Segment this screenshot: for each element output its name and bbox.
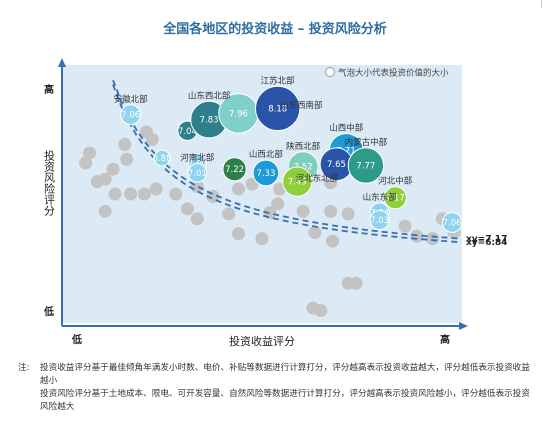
iso-curve-label: xy=6.84	[466, 238, 507, 248]
bubble-value-label: 7.65	[327, 160, 346, 170]
highlight-bubble	[187, 163, 208, 183]
other-bubble	[349, 276, 363, 290]
region-name-label: 河北中部	[378, 176, 413, 187]
other-bubble	[124, 187, 138, 201]
region-name-label: 内蒙古中部	[345, 137, 388, 148]
bubble-value-label: 7.96	[229, 109, 248, 119]
y-tick-high: 高	[44, 83, 54, 96]
highlight-bubble	[282, 166, 313, 197]
other-bubble	[181, 202, 195, 216]
bubble-value-label: 7.06	[443, 219, 462, 229]
other-bubble	[149, 182, 163, 196]
bubble-value-label: 7.03	[370, 216, 389, 226]
other-bubble	[106, 162, 120, 176]
other-bubble	[296, 204, 310, 218]
highlight-bubble	[153, 149, 171, 167]
other-bubble	[79, 156, 93, 170]
highlight-bubble	[120, 104, 142, 125]
note-line-1: 投资收益评分基于最佳倾角年满发小时数、电价、补贴等数据进行计算打分，评分越高表示…	[40, 363, 530, 386]
highlight-bubble	[369, 210, 390, 231]
bubble-value-label: 7.77	[356, 161, 375, 171]
highlight-bubble	[255, 85, 301, 132]
other-bubble	[271, 197, 285, 211]
highlight-bubble	[383, 186, 407, 210]
bubble-value-label: 7.83	[200, 116, 219, 126]
other-bubble	[255, 232, 269, 246]
other-bubble	[118, 137, 132, 151]
other-bubble	[139, 125, 153, 139]
other-bubble	[426, 232, 440, 246]
other-bubble	[98, 204, 112, 218]
highlight-bubble	[347, 147, 385, 184]
x-axis-arrow	[459, 322, 468, 330]
region-name-label: 山西北部	[249, 149, 284, 160]
region-name-label: 安徽北部	[114, 94, 149, 105]
region-name-label: 山西中部	[329, 123, 364, 134]
bubble-value-label: 7.33	[256, 169, 275, 179]
other-bubble	[190, 212, 204, 226]
other-bubble	[222, 207, 236, 221]
region-name-label: 山东西北部	[188, 90, 231, 101]
region-name-label: 山东东部	[363, 192, 398, 203]
other-bubble	[326, 234, 340, 248]
x-tick-low: 低	[71, 333, 82, 346]
corner-mark	[541, 0, 542, 8]
other-bubble	[314, 304, 328, 318]
region-name-label: 陕西北部	[286, 141, 321, 152]
other-bubble	[120, 152, 134, 166]
other-bubble	[231, 182, 245, 196]
other-bubble	[341, 207, 355, 221]
other-bubble	[324, 204, 338, 218]
x-axis-label: 投资收益评分	[229, 334, 295, 348]
bubble-value-label: 7.01	[188, 169, 207, 179]
highlight-bubbles: 7.066.887.047.837.968.187.007.017.227.33…	[120, 85, 463, 233]
notes-prefix: 注:	[18, 363, 30, 373]
region-name-label: 河南北部	[180, 153, 215, 164]
bubble-value-label: 6.88	[153, 154, 172, 164]
other-bubble	[398, 219, 412, 233]
bubble-value-label: 7.06	[121, 111, 140, 121]
other-bubble	[137, 187, 151, 201]
bubble-value-label: 7.22	[225, 165, 244, 175]
other-bubble	[83, 146, 97, 160]
bubble-value-label: 7.17	[386, 194, 405, 204]
other-bubble	[98, 172, 112, 186]
other-bubble	[108, 187, 122, 201]
y-axis-arrow	[58, 58, 66, 67]
highlight-bubble	[441, 212, 463, 233]
other-bubble	[190, 180, 204, 194]
iso-curve-label: xy=7.17	[466, 235, 507, 245]
chart-title: 全国各地区的投资收益 – 投资风险分析	[163, 22, 387, 37]
bubble-value-label: 7.49	[288, 178, 307, 188]
iso-curve	[112, 79, 459, 240]
other-bubble	[410, 229, 424, 243]
region-name-label: 山东西南部	[280, 100, 323, 111]
legend-text: 气泡大小代表投资价值的大小	[338, 68, 449, 79]
y-tick-low: 低	[43, 305, 54, 318]
iso-curve	[112, 84, 459, 243]
highlight-bubble	[222, 157, 247, 182]
note-line-2: 投资风险评分基于土地成本、限电、可开发容量、自然风险等数据进行计算打分，评分越高…	[40, 389, 530, 412]
y-axis-label: 投资风险评分	[43, 149, 56, 216]
highlight-bubble	[252, 159, 280, 187]
other-bubble	[169, 187, 183, 201]
bubble-value-label: 7.04	[178, 127, 197, 137]
region-name-label: 江苏北部	[261, 75, 296, 86]
notes: 注: 投资收益评分基于最佳倾角年满发小时数、电价、补贴等数据进行计算打分，评分越…	[18, 362, 533, 414]
other-bubble	[308, 225, 322, 239]
other-bubble	[231, 227, 245, 241]
legend-icon	[325, 67, 335, 77]
x-tick-high: 高	[440, 333, 450, 346]
bubble-value-label: 8.18	[268, 104, 287, 114]
region-name-label: 河北东北部	[296, 173, 339, 184]
